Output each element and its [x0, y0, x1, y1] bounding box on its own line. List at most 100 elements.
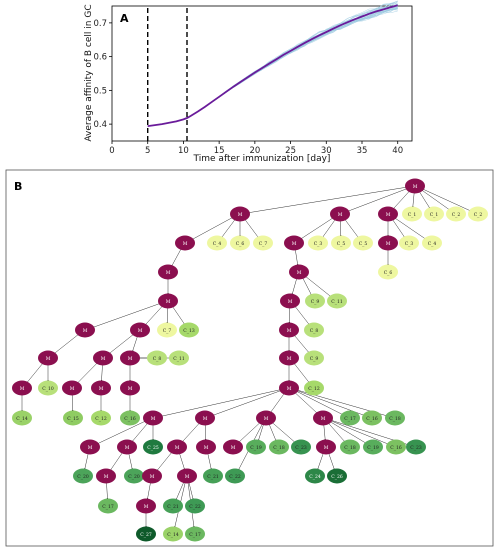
tree-node: M: [175, 235, 195, 251]
tree-node: C_3: [399, 235, 419, 251]
tree-node-shape: [279, 322, 299, 338]
tree-node-label: C_14: [16, 416, 28, 422]
tree-edge: [171, 305, 186, 325]
y-axis-label: Average affinity of B cell in GC: [84, 4, 94, 141]
tree-node-shape: [246, 439, 266, 455]
tree-node-shape: [62, 380, 82, 396]
tree-node-label: M: [288, 299, 293, 305]
tree-node-label: M: [20, 386, 25, 392]
panel-a-chart: A 0 5 10 15 20 25 30 35 40 0.4 0.5 0.6 0.7 Time aft…: [84, 0, 413, 164]
tree-node: M: [378, 235, 398, 251]
tree-node: C_8: [304, 322, 324, 338]
tree-node: C_21: [203, 468, 223, 484]
tree-node-shape: [269, 439, 289, 455]
tree-node-shape: [399, 235, 419, 251]
tree-node-shape: [207, 235, 227, 251]
tree-node-label: C_4: [213, 241, 222, 247]
tree-node: C_25: [143, 439, 163, 455]
tree-edge: [293, 334, 310, 354]
tree-edge: [131, 422, 149, 443]
tree-node-label: M: [166, 270, 171, 276]
tree-node-shape: [304, 322, 324, 338]
tree-node-label: M: [203, 416, 208, 422]
tree-node-shape: [353, 235, 373, 251]
tree-node: M: [158, 293, 178, 309]
panel-b-letter: B: [14, 180, 22, 193]
tree-edge: [26, 362, 44, 384]
tree-node-shape: [158, 293, 178, 309]
tree-node-shape: [316, 439, 336, 455]
y-tick-label: 0.7: [93, 19, 107, 29]
tree-node: C_16: [362, 410, 382, 426]
tree-node: M: [330, 206, 350, 222]
tree-edge: [291, 277, 298, 295]
tree-node-shape: [167, 439, 187, 455]
tree-node: M: [289, 264, 309, 280]
tree-node-shape: [75, 322, 95, 338]
tree-node-label: C_16: [390, 445, 402, 451]
tree-node-label: M: [166, 299, 171, 305]
tree-node: C_11: [327, 293, 347, 309]
tree-node: C_8: [147, 350, 167, 366]
tree-node: C_9: [305, 293, 325, 309]
tree-edge: [244, 218, 259, 239]
tree-node-label: M: [238, 212, 243, 218]
tree-node-shape: [38, 350, 58, 366]
tree-node-shape: [424, 206, 444, 222]
tree-node-label: C_3: [314, 241, 323, 247]
tree-node: M: [378, 206, 398, 222]
tree-node: M: [195, 410, 215, 426]
tree-node-shape: [284, 235, 304, 251]
tree-node-label: C_16: [124, 416, 136, 422]
tree-node-label: M: [99, 386, 104, 392]
x-tick-label: 35: [357, 146, 368, 156]
tree-node-label: C_22: [229, 474, 241, 480]
y-axis-ticks: 0.4 0.5 0.6 0.7: [93, 19, 112, 130]
tree-node: M: [279, 350, 299, 366]
tree-node-shape: [80, 439, 100, 455]
tree-node-shape: [331, 235, 351, 251]
tree-edge: [91, 302, 162, 329]
tree-edge: [322, 218, 336, 238]
tree-node-shape: [143, 439, 163, 455]
panel-a-plot-area: [111, 5, 413, 142]
tree-edge: [418, 190, 431, 209]
tree-node: M: [284, 235, 304, 251]
tree-node-shape: [468, 206, 488, 222]
x-tick-label: 40: [392, 146, 403, 156]
tree-node: C_2: [468, 206, 488, 222]
x-tick-label: 10: [178, 146, 189, 156]
tree-node-label: C_1: [408, 212, 417, 218]
tree-node-label: C_11: [173, 356, 185, 362]
tree-node: C_27: [136, 526, 156, 542]
tree-node-shape: [378, 235, 398, 251]
tree-node-label: C_18: [344, 445, 356, 451]
tree-edge: [166, 306, 169, 324]
tree-node: C_3: [308, 235, 328, 251]
tree-node-label: C_26: [331, 474, 343, 480]
tree-node-shape: [120, 350, 140, 366]
tree-edge: [128, 452, 133, 470]
tree-node: C_26: [327, 468, 347, 484]
tree-node-label: M: [324, 445, 329, 451]
tree-node-label: C_9: [310, 356, 319, 362]
tree-node-shape: [12, 410, 32, 426]
tree-node-shape: [120, 410, 140, 426]
tree-node: M: [142, 468, 162, 484]
tree-node-shape: [405, 178, 425, 194]
tree-edge: [391, 218, 406, 238]
tree-node: C_17: [98, 498, 118, 514]
tree-node: M: [223, 439, 243, 455]
tree-edge: [106, 481, 109, 500]
tree-node-label: C_23: [410, 445, 422, 451]
panel-b-frame: [5, 169, 494, 547]
tree-node-shape: [91, 380, 111, 396]
tree-edge: [294, 305, 310, 326]
tree-node: C_10: [38, 380, 58, 396]
tree-node-shape: [130, 322, 150, 338]
y-tick-label: 0.5: [93, 86, 107, 96]
vertical-markers: [147, 8, 188, 141]
tree-node: M: [120, 350, 140, 366]
tree-node-shape: [253, 235, 273, 251]
tree-node-label: C_5: [337, 241, 346, 247]
